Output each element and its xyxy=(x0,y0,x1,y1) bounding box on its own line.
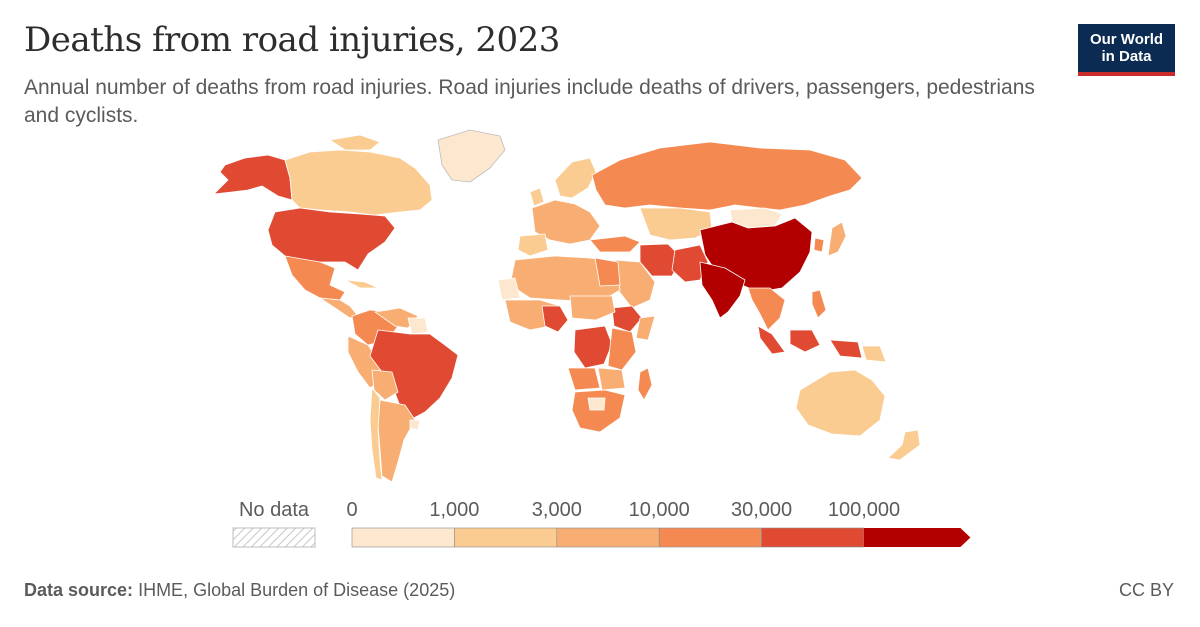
region-nigeria[interactable] xyxy=(541,305,569,333)
region-ethiopia[interactable] xyxy=(611,305,643,333)
region-indonesia-e[interactable] xyxy=(789,329,821,353)
license[interactable]: CC BY xyxy=(1118,580,1174,600)
region-uk[interactable] xyxy=(529,187,545,207)
region-iberia[interactable] xyxy=(517,233,549,257)
data-source-text: IHME, Global Burden of Disease (2025) xyxy=(138,580,456,600)
region-alaska[interactable] xyxy=(213,154,293,201)
logo-line-2: in Data xyxy=(1101,48,1152,65)
region-pakistan[interactable] xyxy=(671,244,709,283)
region-new-zealand[interactable] xyxy=(887,429,921,461)
region-sudan[interactable] xyxy=(569,295,616,321)
region-east-africa[interactable] xyxy=(607,327,637,371)
region-usa[interactable] xyxy=(267,207,396,271)
region-uruguay[interactable] xyxy=(409,419,421,431)
region-southeast-asia[interactable] xyxy=(747,287,786,331)
chart-subtitle: Annual number of deaths from road injuri… xyxy=(24,76,1035,127)
region-zambia[interactable] xyxy=(597,367,626,391)
region-chile[interactable] xyxy=(369,387,383,481)
region-russia[interactable] xyxy=(591,141,863,211)
region-bolivia[interactable] xyxy=(371,369,399,401)
region-india[interactable] xyxy=(699,261,746,319)
region-somalia[interactable] xyxy=(635,315,656,341)
region-turkey[interactable] xyxy=(589,235,641,253)
region-canada[interactable] xyxy=(284,149,433,216)
region-canada-islands[interactable] xyxy=(329,134,381,151)
region-philippines[interactable] xyxy=(811,289,827,319)
region-central-america[interactable] xyxy=(319,297,359,319)
region-australia[interactable] xyxy=(795,369,886,437)
region-indonesia-islands[interactable] xyxy=(829,339,863,359)
region-greenland[interactable] xyxy=(437,129,506,183)
region-mexico[interactable] xyxy=(284,255,346,301)
region-southern-africa[interactable] xyxy=(571,389,626,433)
region-cuba[interactable] xyxy=(344,279,379,289)
logo-line-1: Our World xyxy=(1089,31,1164,48)
region-angola[interactable] xyxy=(567,367,601,391)
region-guianas[interactable] xyxy=(407,317,429,335)
owid-logo[interactable]: Our World in Data xyxy=(1078,24,1175,76)
region-japan[interactable] xyxy=(827,221,847,257)
region-scandinavia[interactable] xyxy=(554,157,597,199)
region-drc[interactable] xyxy=(573,325,613,369)
data-source-label: Data source: xyxy=(24,580,134,600)
region-korea[interactable] xyxy=(813,237,825,253)
region-png[interactable] xyxy=(861,345,887,363)
region-madagascar[interactable] xyxy=(637,367,653,401)
data-source: Data source: IHME, Global Burden of Dise… xyxy=(24,580,455,601)
region-argentina[interactable] xyxy=(377,399,416,483)
region-indonesia-w[interactable] xyxy=(757,325,786,355)
region-western-sahara[interactable] xyxy=(497,277,521,301)
region-egypt[interactable] xyxy=(594,257,621,287)
chart-title: Deaths from road injuries, 2023 xyxy=(24,20,560,60)
region-botswana[interactable] xyxy=(587,397,606,411)
